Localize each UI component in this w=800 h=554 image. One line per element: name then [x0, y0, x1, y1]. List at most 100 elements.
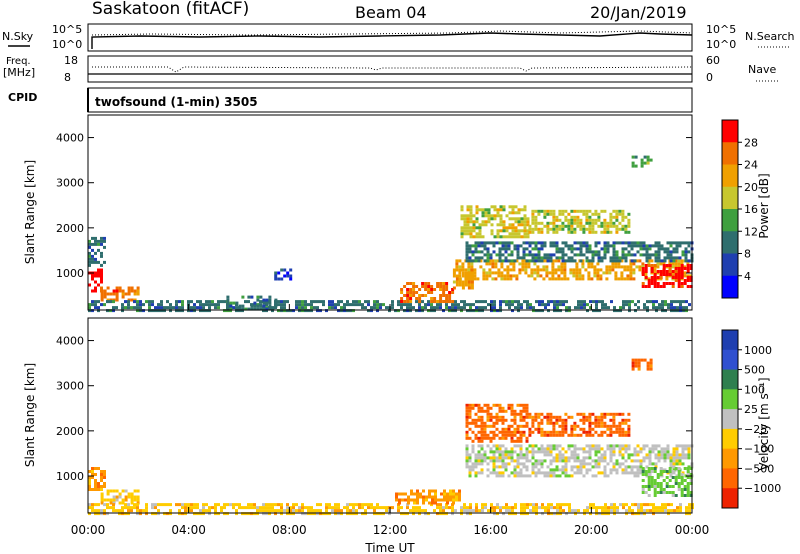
noise-right-tick-top: 10^5: [706, 23, 736, 36]
velocity-colorbar-tick: 500: [744, 364, 765, 377]
power-colorbar-tick: 24: [744, 159, 758, 172]
velocity-region-8: [631, 358, 653, 371]
velocity-ytick-label: 2000: [56, 425, 84, 438]
power-colorbar-tick: 20: [744, 181, 758, 194]
noise-search-line: [91, 30, 693, 36]
velocity-colorbar-tick: −25: [744, 423, 767, 436]
power-colorbar-swatch: [722, 231, 738, 254]
freq-label-line2: [MHz]: [3, 66, 35, 79]
velocity-colorbar-swatch: [722, 349, 738, 371]
power-region-6: [400, 282, 455, 303]
velocity-ylabel: Slant Range [km]: [23, 363, 37, 467]
power-colorbar-tick: 28: [744, 136, 758, 149]
date-title: 20/Jan/2019: [590, 3, 687, 22]
power-ytick-label: 4000: [56, 132, 84, 145]
freq-right-tick-top: 60: [706, 54, 720, 67]
power-panel: 1000 2000 3000 4000 Slant Range [km]: [23, 114, 694, 313]
power-ylabel: Slant Range [km]: [23, 160, 37, 264]
noise-panel: N.Sky 10^5 10^0 10^5 10^0 N.Search: [2, 23, 795, 52]
freq-panel: Freq. [MHz] 18 8 60 0 Nave: [3, 54, 780, 84]
velocity-colorbar-tick: 100: [744, 383, 765, 396]
power-region-11: [528, 209, 631, 234]
freq-left-tick-top: 18: [64, 54, 78, 67]
velocity-region-1: [100, 489, 140, 505]
power-colorbar-swatch: [722, 253, 738, 277]
station-title: Saskatoon (fitACF): [92, 0, 249, 19]
velocity-colorbar-swatch: [722, 330, 738, 351]
velocity-ytick-label: 3000: [56, 380, 84, 393]
velocity-colorbar-tick: −100: [744, 443, 774, 456]
velocity-colorbar-swatch: [722, 369, 738, 390]
velocity-colorbar-swatch: [722, 468, 738, 489]
velocity-marks: [88, 358, 694, 516]
velocity-colorbar-swatch: [722, 488, 738, 509]
x-tick-label: 12:00: [373, 523, 408, 537]
power-region-10: [460, 205, 530, 239]
velocity-colorbar-swatch: [722, 409, 738, 430]
cpid-panel: CPID twofsound (1-min) 3505: [8, 87, 693, 113]
velocity-ytick-label: 1000: [56, 470, 84, 483]
power-colorbar-swatch: [722, 275, 738, 299]
power-colorbar-label: Power [dB]: [757, 173, 771, 238]
velocity-y-ticks: 1000 2000 3000 4000: [56, 335, 692, 483]
power-colorbar-swatch: [722, 186, 738, 210]
freq-label-line1: Freq.: [6, 56, 31, 67]
power-colorbar: 28 24 20 16 12 8 4: [721, 119, 758, 299]
power-y-ticks: 1000 2000 3000 4000: [56, 132, 692, 280]
power-ytick-label: 2000: [56, 222, 84, 235]
noise-left-label: N.Sky: [2, 30, 34, 43]
power-colorbar-swatch: [722, 142, 738, 165]
cpid-text: twofsound (1-min) 3505: [95, 95, 258, 109]
noise-left-tick-bottom: 10^0: [52, 38, 82, 51]
power-region-9: [465, 241, 694, 263]
x-axis: 00:00 04:00 08:00 12:00 16:00 20:00 00:00: [71, 304, 710, 537]
power-region-0: [88, 268, 103, 293]
velocity-colorbar-swatch: [722, 428, 738, 450]
power-colorbar-tick: 16: [744, 203, 758, 216]
x-tick-label: 00:00: [71, 523, 106, 537]
x-tick-label: 20:00: [574, 523, 609, 537]
power-region-4: [226, 295, 278, 311]
noise-left-tick-top: 10^5: [52, 23, 82, 36]
power-region-13: [631, 155, 653, 168]
power-ytick-label: 1000: [56, 267, 84, 280]
freq-left-tick-bottom: 8: [64, 71, 71, 84]
noise-right-label: N.Search: [745, 30, 795, 43]
velocity-panel: 1000 2000 3000 4000 Slant Range [km]: [23, 317, 694, 516]
nave-line: [92, 66, 693, 73]
x-tick-label: 16:00: [473, 523, 508, 537]
power-colorbar-tick: 8: [744, 248, 751, 261]
velocity-colorbar-tick: −1000: [744, 482, 781, 495]
power-colorbar-swatch: [722, 120, 738, 143]
velocity-region-7: [641, 467, 693, 497]
power-region-3: [88, 300, 691, 313]
velocity-region-3: [395, 489, 461, 505]
velocity-colorbar: 1000 500 100 25 −25 −100 −500 −1000: [721, 329, 781, 509]
velocity-region-4: [465, 444, 694, 478]
velocity-colorbar-swatch: [722, 389, 738, 410]
velocity-region-6: [528, 412, 631, 437]
power-region-1: [100, 286, 140, 302]
x-axis-label: Time UT: [364, 541, 415, 554]
velocity-colorbar-label: Velocity [m s⁻¹]: [757, 377, 771, 470]
velocity-colorbar-tick: −500: [744, 462, 774, 475]
power-colorbar-tick: 4: [744, 270, 751, 283]
x-tick-label: 00:00: [675, 523, 710, 537]
beam-title: Beam 04: [355, 3, 427, 22]
noise-sky-line: [91, 32, 693, 49]
velocity-region-5: [465, 403, 529, 443]
velocity-region-0: [88, 467, 106, 491]
velocity-colorbar-tick: 25: [744, 403, 758, 416]
freq-right-tick-bottom: 0: [706, 71, 713, 84]
power-colorbar-swatch: [722, 209, 738, 232]
power-region-12: [641, 264, 693, 288]
velocity-colorbar-swatch: [722, 448, 738, 469]
power-colorbar-tick: 12: [744, 225, 758, 238]
cpid-label: CPID: [8, 91, 37, 104]
nave-label: Nave: [748, 63, 776, 76]
power-ytick-label: 3000: [56, 177, 84, 190]
power-region-5: [274, 268, 293, 281]
power-marks: [88, 155, 694, 313]
power-region-2: [88, 236, 106, 267]
x-tick-label: 04:00: [171, 523, 206, 537]
